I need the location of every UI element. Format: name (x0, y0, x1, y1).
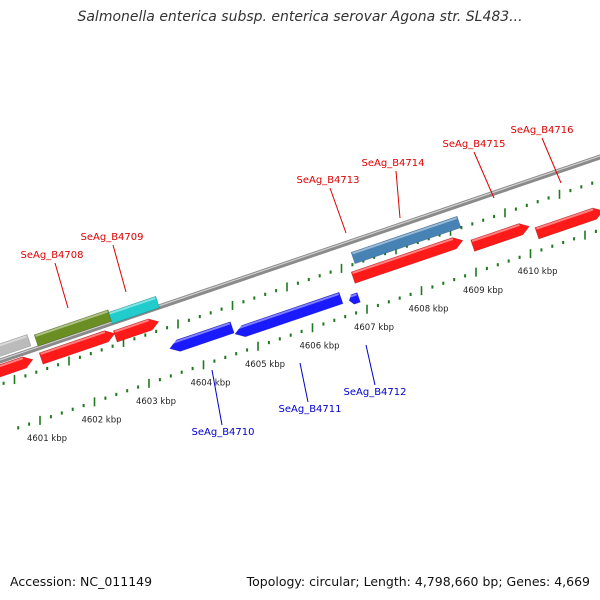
forward-leader-line (112, 244, 127, 293)
forward-leader-line (329, 187, 347, 234)
genome-backbone (0, 154, 600, 364)
gene-seag-b4716 (534, 207, 600, 240)
gene-label-callouts: SeAg_B4708 SeAg_B4709 SeAg_B4713SeAg_B4714… (21, 125, 574, 438)
gene-seag-b4710 (168, 321, 235, 352)
forward-gene-label: SeAg_B4713 (297, 175, 360, 186)
forward-gene-label: SeAg_B4714 (362, 158, 425, 169)
backbone-highlight (0, 155, 600, 361)
gene-seag-b4713 (350, 237, 464, 284)
kbp-label: 4607 kbp (354, 323, 394, 333)
forward-leader-line (473, 151, 495, 199)
kbp-label: 4601 kbp (27, 434, 67, 444)
forward-gene-label: SeAg_B4709 (81, 232, 144, 243)
kbp-scale-labels: 4601 kbp 4602 kbp 4603 kbp 4604 kbp 4605 kbp… (27, 267, 558, 444)
backbone-line (0, 154, 600, 364)
gene-red-3 (112, 318, 160, 343)
gene-seag-b4715 (470, 223, 530, 252)
kbp-label: 4610 kbp (517, 267, 557, 277)
gene-seag-b4711 (234, 291, 344, 338)
gene-seag-b4714 (350, 215, 462, 265)
reverse-gene-label: SeAg_B4710 (192, 427, 255, 438)
kbp-label: 4602 kbp (81, 415, 121, 425)
forward-gene-label: SeAg_B4715 (443, 139, 506, 150)
gene-seag-b4712 (348, 292, 361, 305)
kbp-label: 4604 kbp (190, 378, 230, 388)
map-title: Salmonella enterica subsp. enterica sero… (77, 9, 523, 25)
gene-red-1 (0, 356, 34, 379)
kbp-label: 4603 kbp (136, 397, 176, 407)
forward-tick-track (2, 181, 594, 385)
reverse-leader-line (299, 362, 309, 403)
genome-summary-text: Topology: circular; Length: 4,798,660 bp… (246, 574, 590, 589)
forward-gene-label: SeAg_B4708 (21, 250, 84, 261)
forward-leader-line (54, 262, 69, 309)
forward-leader-line (395, 170, 401, 219)
gene-seag-b4709 (108, 295, 160, 325)
forward-gene-label: SeAg_B4716 (511, 125, 574, 136)
forward-leader-line (541, 137, 562, 184)
reverse-gene-label: SeAg_B4711 (279, 404, 342, 415)
gene-features (0, 207, 600, 379)
reverse-tick-track (17, 229, 597, 430)
kbp-label: 4606 kbp (299, 341, 339, 351)
kbp-label: 4608 kbp (408, 304, 448, 314)
gene-red-2 (38, 330, 116, 365)
reverse-gene-label: SeAg_B4712 (344, 387, 407, 398)
reverse-leader-line (211, 369, 223, 426)
accession-text: Accession: NC_011149 (10, 574, 153, 589)
kbp-label: 4605 kbp (245, 360, 285, 370)
reverse-leader-line (365, 344, 376, 386)
gene-gray (0, 334, 32, 358)
kbp-label: 4609 kbp (463, 286, 503, 296)
